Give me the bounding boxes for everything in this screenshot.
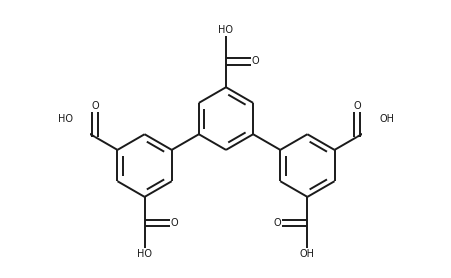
Text: HO: HO bbox=[137, 249, 152, 259]
Text: O: O bbox=[91, 101, 99, 111]
Text: O: O bbox=[170, 218, 178, 228]
Text: OH: OH bbox=[378, 114, 393, 124]
Text: HO: HO bbox=[58, 114, 73, 124]
Text: OH: OH bbox=[299, 249, 314, 259]
Text: O: O bbox=[273, 218, 281, 228]
Text: HO: HO bbox=[218, 26, 233, 36]
Text: O: O bbox=[352, 101, 360, 111]
Text: OH: OH bbox=[137, 249, 152, 259]
Text: O: O bbox=[251, 56, 259, 66]
